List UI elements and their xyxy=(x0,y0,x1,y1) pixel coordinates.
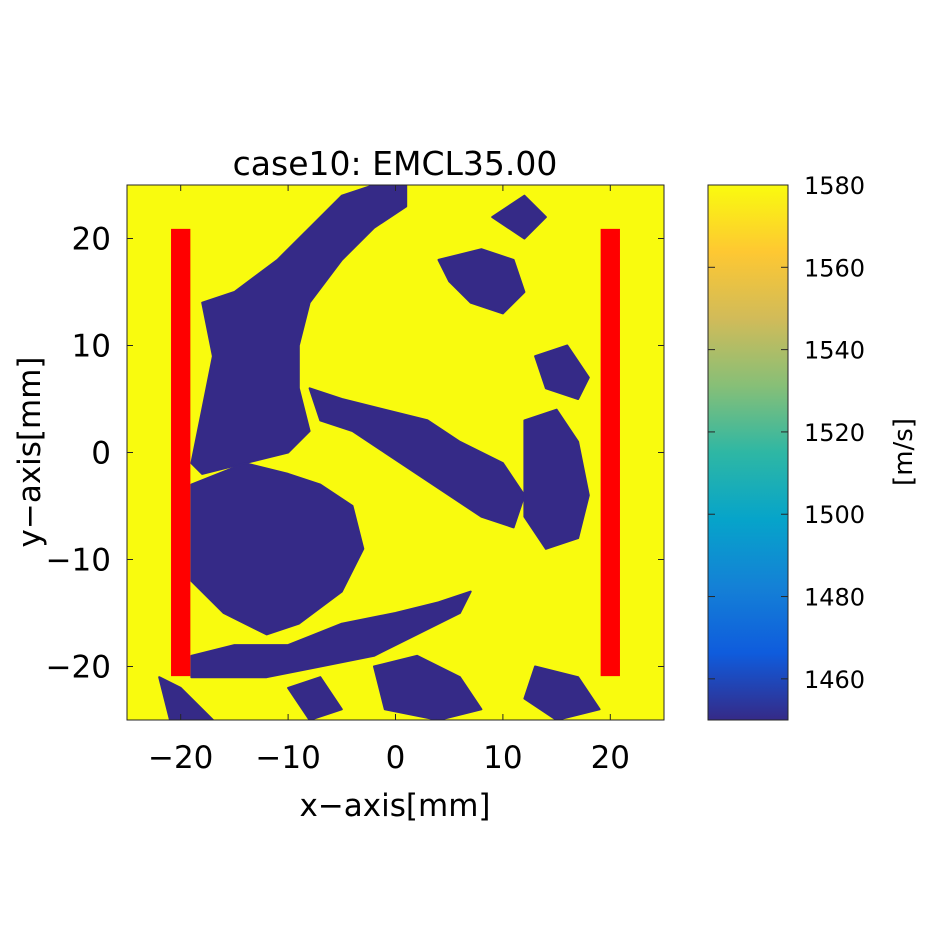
colorbar-tick-label: 1540 xyxy=(804,337,865,365)
x-tick-label: −20 xyxy=(148,740,213,776)
low-velocity-region xyxy=(190,462,365,636)
low-velocity-region xyxy=(523,665,601,720)
low-velocity-region xyxy=(523,408,590,550)
x-axis-ticks: −20 −10 0 10 20 xyxy=(148,185,630,776)
colorbar: 1460 1480 1500 1520 1540 1560 1580 [m/s] xyxy=(707,172,919,721)
low-velocity-region xyxy=(308,387,526,529)
colorbar-tick-label: 1500 xyxy=(804,501,865,529)
x-tick-label: 0 xyxy=(386,740,406,776)
y-axis-label: y−axis[mm] xyxy=(12,356,48,547)
x-tick-label: 20 xyxy=(591,740,630,776)
electrode-bar xyxy=(600,228,620,677)
y-tick-label: 10 xyxy=(72,329,111,365)
y-tick-label: 20 xyxy=(72,222,111,258)
colorbar-tick-label: 1480 xyxy=(804,584,865,612)
colorbar-gradient xyxy=(707,184,789,721)
y-tick-label: −20 xyxy=(46,650,111,686)
low-velocity-region xyxy=(373,654,483,720)
low-velocity-region xyxy=(287,676,343,720)
electrode-bar xyxy=(171,228,191,677)
colorbar-tick-label: 1560 xyxy=(804,254,865,282)
y-tick-label: −10 xyxy=(46,543,111,579)
colorbar-tick-label: 1580 xyxy=(804,172,865,200)
colorbar-tick-label: 1520 xyxy=(804,419,865,447)
low-velocity-region xyxy=(491,194,547,240)
x-tick-label: −10 xyxy=(255,740,320,776)
colorbar-tick-label: 1460 xyxy=(804,666,865,694)
y-tick-label: 0 xyxy=(91,436,111,472)
colorbar-unit-label: [m/s] xyxy=(889,418,919,486)
electrodes xyxy=(171,228,620,677)
low-velocity-region xyxy=(158,676,214,720)
y-axis-ticks: 20 10 0 −10 −20 xyxy=(46,222,664,686)
chart-title: case10: EMCL35.00 xyxy=(233,144,558,183)
x-axis-label: x−axis[mm] xyxy=(299,788,490,824)
x-tick-label: 10 xyxy=(483,740,522,776)
colorbar-ticks: 1460 1480 1500 1520 1540 1560 1580 xyxy=(708,172,865,694)
low-velocity-region xyxy=(190,185,408,475)
low-velocity-region xyxy=(190,590,472,679)
low-velocity-region xyxy=(534,344,590,400)
plot-area xyxy=(127,185,664,720)
low-velocity-region xyxy=(437,248,526,315)
low-velocity-regions xyxy=(158,185,601,720)
